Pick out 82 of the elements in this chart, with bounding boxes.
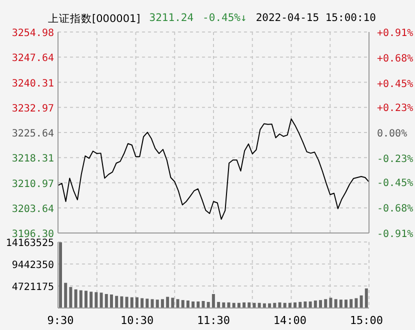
y2-tick-label: -0.45% [377, 178, 414, 190]
x-tick-label: 10:30 [120, 314, 154, 327]
y-tick-label: 14163525 [6, 238, 54, 249]
bar [181, 300, 184, 308]
bar [339, 300, 342, 308]
bar [202, 301, 205, 308]
x-tick-label: 14:00 [273, 314, 307, 327]
bar [84, 290, 88, 308]
bar [329, 298, 332, 308]
bar [156, 300, 159, 308]
bar [100, 292, 103, 308]
bar [298, 302, 302, 308]
bar [360, 295, 363, 308]
y2-tick-label: -0.68% [377, 204, 414, 215]
y2-tick-label: -0.91% [377, 229, 414, 240]
y2-tick-label: 0.00% [377, 128, 408, 140]
bar [176, 299, 180, 308]
bar [160, 299, 164, 308]
y-tick-label: 3254.98 [12, 28, 54, 39]
bar [104, 294, 108, 308]
text: 3211.24 [149, 12, 194, 26]
bar [192, 301, 195, 308]
bar [69, 287, 72, 308]
bar [130, 297, 134, 308]
bar [334, 299, 338, 308]
y-tick-label: 3240.31 [12, 78, 54, 90]
y-tick-label: 9442350 [12, 260, 54, 271]
bar [64, 282, 68, 308]
bar [242, 302, 246, 308]
bar [308, 301, 312, 308]
chart-title: 上证指数[000001] [48, 12, 140, 26]
x-tick-label: 15:00 [350, 314, 384, 327]
text: -0.45%↓ [202, 12, 247, 26]
bar [166, 296, 170, 308]
bar [171, 298, 174, 308]
bar [206, 302, 210, 308]
bar [74, 289, 78, 308]
line-series [58, 118, 370, 220]
bar [196, 301, 200, 308]
bar [94, 292, 98, 308]
y-tick-label: 3203.64 [12, 204, 54, 215]
bar [319, 300, 322, 308]
bar [110, 294, 113, 308]
bar [354, 298, 358, 308]
bar [146, 298, 149, 308]
bar [222, 302, 226, 308]
bar [294, 302, 297, 308]
bar [140, 298, 144, 308]
bar [314, 300, 317, 308]
bar [90, 292, 93, 308]
bar [79, 290, 82, 308]
y2-tick-label: +0.23% [377, 103, 414, 114]
bar [304, 301, 307, 308]
text: 2022-04-15 15:00:10 [256, 12, 376, 26]
bar [344, 300, 348, 308]
y-tick-label: 4721175 [12, 282, 54, 293]
x-tick-label: 11:30 [196, 314, 230, 327]
bar [324, 299, 328, 308]
bar [217, 302, 220, 308]
y2-tick-label: -0.23% [377, 154, 414, 165]
y2-tick-label: +0.91% [377, 28, 414, 39]
y-tick-label: 3247.64 [12, 53, 54, 64]
bar [120, 296, 124, 308]
bar [125, 296, 128, 308]
y-tick-label: 3196.30 [12, 229, 54, 240]
y-tick-label: 3232.97 [12, 103, 54, 114]
bar [186, 300, 190, 308]
y2-tick-label: +0.68% [377, 53, 414, 64]
y-tick-label: 3210.97 [12, 178, 54, 190]
bar [135, 297, 138, 308]
y-tick-label: 3218.31 [12, 154, 54, 165]
bar [212, 294, 215, 308]
y-tick-label: 3225.64 [12, 128, 54, 140]
bar [150, 299, 154, 308]
x-tick-label: 9:30 [47, 314, 74, 327]
bar [278, 302, 282, 308]
bar [350, 299, 353, 308]
y2-tick-label: +0.45% [377, 78, 414, 90]
bar [364, 288, 368, 308]
bar [248, 302, 251, 308]
bar [115, 296, 118, 308]
bar [227, 302, 230, 308]
